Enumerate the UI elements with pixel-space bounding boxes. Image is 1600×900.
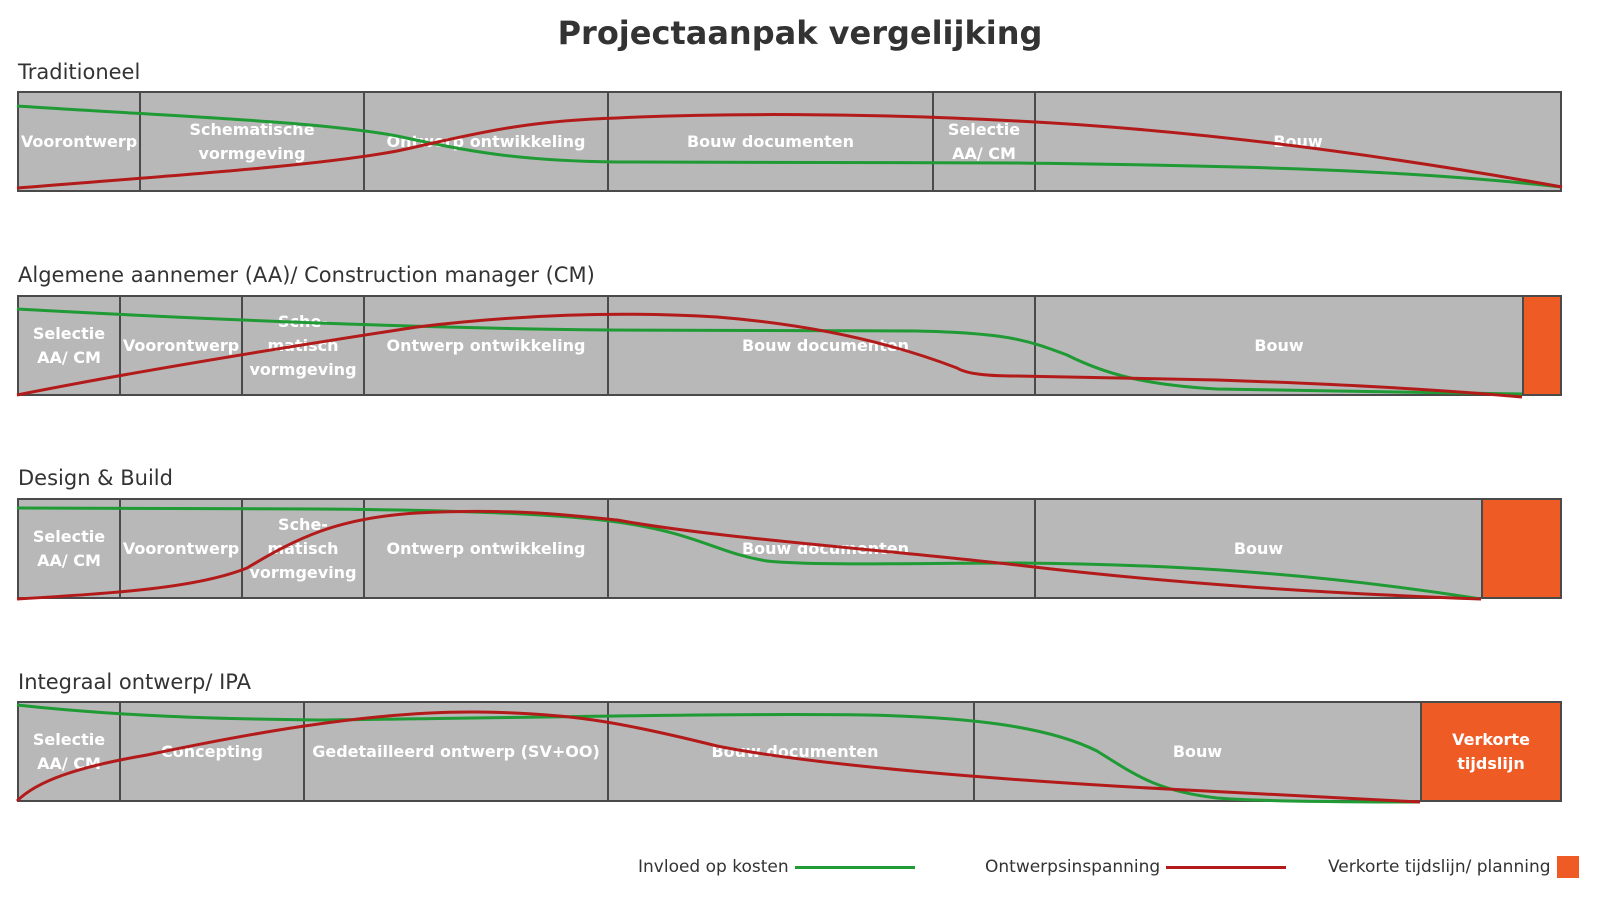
phase-voorontwerp: Voorontwerp xyxy=(119,498,243,599)
phase-label: Selectie AA/ CM xyxy=(32,323,106,367)
legend-short-swatch xyxy=(1556,856,1579,878)
phase-label: Selectie AA/ CM xyxy=(32,729,106,773)
timeline-integraal: Selectie AA/ CM Concepting Gedetailleerd… xyxy=(15,701,1562,804)
row-label-design-build: Design & Build xyxy=(18,466,173,490)
phase-label: Verkorte tijdslijn xyxy=(1452,729,1530,773)
phase-selectie: Selectie AA/ CM xyxy=(932,91,1036,192)
phase-label: Sche-matisch vormgeving xyxy=(249,311,357,379)
phase-voorontwerp: Voorontwerp xyxy=(17,91,141,192)
phase-bouw-documenten: Bouw documenten xyxy=(607,498,1044,599)
timeline-aa-cm: Selectie AA/ CM Voorontwerp Sche-matisch… xyxy=(16,295,1562,399)
phase-ontwerp-ontwikkeling: Ontwerp ontwikkeling xyxy=(363,91,609,192)
phase-label: Bouw xyxy=(1254,335,1304,355)
phase-label: Schematische vormgeving xyxy=(189,119,315,163)
phase-schematische-vormgeving: Schematische vormgeving xyxy=(139,91,365,192)
phase-label: Bouw xyxy=(1233,538,1284,558)
phase-label: Voorontwerp xyxy=(122,538,240,558)
phase-bouw: Bouw xyxy=(1034,91,1562,192)
phase-bouw: Bouw xyxy=(973,701,1422,802)
phase-voorontwerp: Voorontwerp xyxy=(119,295,243,396)
phase-bouw-documenten: Bouw documenten xyxy=(607,701,983,802)
phase-selectie: Selectie AA/ CM xyxy=(17,701,121,802)
phase-label: Ontwerp ontwikkeling xyxy=(386,335,586,355)
phase-label: Bouw xyxy=(1273,131,1323,151)
phase-label: Selectie AA/ CM xyxy=(947,119,1021,163)
phase-verkorte-tijdslijn xyxy=(1481,498,1562,599)
row-label-aa-cm: Algemene aannemer (AA)/ Construction man… xyxy=(18,263,595,287)
phase-label: Bouw xyxy=(1172,741,1223,761)
phase-selectie: Selectie AA/ CM xyxy=(17,498,121,599)
phase-selectie: Selectie AA/ CM xyxy=(17,295,121,396)
phase-label: Ontwerp ontwikkeling xyxy=(386,538,586,558)
phase-label: Bouw documenten xyxy=(711,741,879,761)
phase-schematisch-vormgeving: Sche-matisch vormgeving xyxy=(241,498,365,599)
phase-verkorte-tijdslijn xyxy=(1522,295,1562,396)
timeline-traditioneel: Voorontwerp Schematische vormgeving Ontw… xyxy=(16,91,1563,192)
phase-schematisch-vormgeving: Sche-matisch vormgeving xyxy=(241,295,365,396)
phase-label: Bouw documenten xyxy=(741,538,910,558)
phase-gedetailleerd-ontwerp: Gedetailleerd ontwerp (SV+OO) xyxy=(303,701,609,802)
legend-design-line xyxy=(1166,865,1287,869)
phase-verkorte-tijdslijn: Verkorte tijdslijn xyxy=(1420,701,1562,802)
phase-ontwerp-ontwikkeling: Ontwerp ontwikkeling xyxy=(363,498,609,599)
row-label-integraal: Integraal ontwerp/ IPA xyxy=(18,670,251,694)
phase-label: Ontwerp ontwikkeling xyxy=(386,131,586,151)
row-label-traditioneel: Traditioneel xyxy=(18,60,141,84)
legend-short-label: Verkorte tijdslijn/ planning xyxy=(1328,857,1551,877)
phase-bouw-documenten: Bouw documenten xyxy=(607,91,934,192)
phase-label: Selectie AA/ CM xyxy=(32,526,106,570)
timeline-design-build: Selectie AA/ CM Voorontwerp Sche-matisch… xyxy=(16,498,1562,601)
phase-label: Bouw documenten xyxy=(686,131,855,151)
legend-cost-label: Invloed op kosten xyxy=(638,857,789,877)
legend-short: Verkorte tijdslijn/ planning xyxy=(1328,852,1579,882)
phase-bouw: Bouw xyxy=(1034,295,1524,396)
phase-bouw-documenten: Bouw documenten xyxy=(607,295,1044,396)
phase-bouw: Bouw xyxy=(1034,498,1483,599)
phase-label: Concepting xyxy=(161,741,263,761)
phase-label: Gedetailleerd ontwerp (SV+OO) xyxy=(312,741,600,761)
phase-ontwerp-ontwikkeling: Ontwerp ontwikkeling xyxy=(363,295,609,396)
legend-design-label: Ontwerpsinspanning xyxy=(985,857,1161,877)
page-title: Projectaanpak vergelijking xyxy=(557,14,1043,52)
phase-label: Voorontwerp xyxy=(20,131,138,151)
phase-label: Voorontwerp xyxy=(122,335,240,355)
phase-concepting: Concepting xyxy=(119,701,305,802)
legend-cost-line xyxy=(794,865,915,869)
legend-design: Ontwerpsinspanning xyxy=(985,852,1287,882)
phase-label: Sche-matisch vormgeving xyxy=(249,514,357,582)
legend-cost: Invloed op kosten xyxy=(638,852,915,882)
phase-label: Bouw documenten xyxy=(741,335,910,355)
